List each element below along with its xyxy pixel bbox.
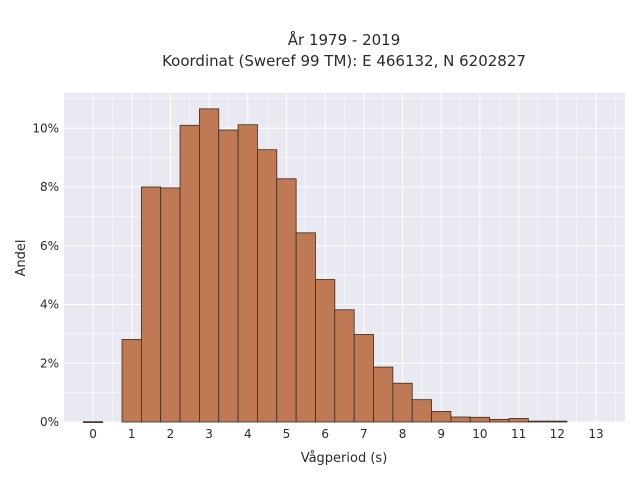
histogram-bar [508,418,529,423]
x-tick-label: 4 [244,427,252,441]
histogram-bar [295,232,316,423]
x-tick-label: 8 [399,427,407,441]
y-tick-label: 4% [40,298,59,312]
histogram-bar [411,399,432,423]
histogram-bar [237,124,258,423]
histogram-bar [276,178,297,423]
x-tick-label: 6 [321,427,329,441]
histogram-bar [450,416,471,423]
histogram-bar [392,382,413,423]
x-tick-label: 12 [550,427,565,441]
histogram-bar [373,366,394,423]
x-tick-label: 3 [205,427,213,441]
x-tick-label: 13 [588,427,603,441]
histogram-bar [82,421,104,423]
histogram-bar [160,187,181,423]
y-axis-label: Andel [14,240,29,277]
histogram-bar [218,129,239,423]
x-tick-label: 10 [472,427,487,441]
y-axis-ticks: 0% 2% 4% 6% 8% 10% [32,121,59,429]
histogram-bar [469,416,490,423]
histogram-bar [431,411,452,423]
histogram-bar [121,339,142,423]
histogram-bar [179,124,200,423]
histogram-bar [257,149,278,423]
bars [82,108,568,423]
y-tick-label: 2% [40,356,59,370]
y-tick-label: 8% [40,180,59,194]
y-tick-label: 0% [40,415,59,429]
x-axis-label: Vågperiod (s) [301,451,388,466]
x-tick-label: 2 [167,427,175,441]
histogram-bar [140,186,162,423]
chart-title-line1: År 1979 - 2019 [288,30,401,49]
y-tick-label: 10% [32,121,59,135]
x-tick-label: 9 [437,427,445,441]
histogram-bar [315,279,336,423]
histogram-bar [353,334,374,423]
x-tick-label: 11 [511,427,526,441]
histogram-bar [199,108,220,423]
histogram-bar [334,309,355,423]
histogram-bar [547,420,568,423]
x-tick-label: 7 [360,427,368,441]
x-tick-label: 1 [128,427,136,441]
histogram-bar [527,420,549,423]
x-tick-label: 0 [89,427,97,441]
x-tick-label: 5 [283,427,291,441]
y-tick-label: 6% [40,239,59,253]
histogram-bar [489,418,510,423]
x-axis-ticks: 0 1 2 3 4 5 6 7 8 9 10 11 12 13 [89,427,603,441]
chart-title-line2: Koordinat (Sweref 99 TM): E 466132, N 62… [162,52,526,70]
